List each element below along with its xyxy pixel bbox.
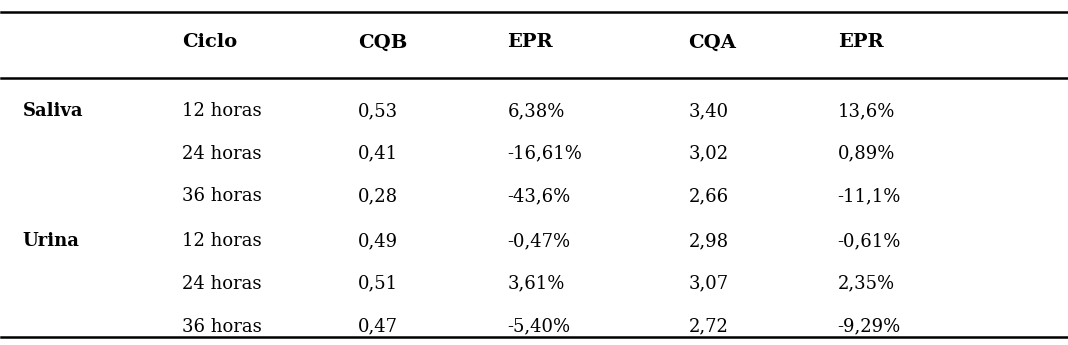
Text: EPR: EPR: [837, 33, 883, 51]
Text: -9,29%: -9,29%: [837, 317, 900, 335]
Text: -0,61%: -0,61%: [837, 232, 901, 250]
Text: -16,61%: -16,61%: [507, 145, 582, 163]
Text: 0,49: 0,49: [358, 232, 398, 250]
Text: 0,41: 0,41: [358, 145, 398, 163]
Text: 3,02: 3,02: [689, 145, 728, 163]
Text: 2,98: 2,98: [689, 232, 728, 250]
Text: 24 horas: 24 horas: [183, 145, 262, 163]
Text: 2,72: 2,72: [689, 317, 728, 335]
Text: CQA: CQA: [689, 33, 736, 51]
Text: 12 horas: 12 horas: [183, 232, 262, 250]
Text: 0,47: 0,47: [358, 317, 398, 335]
Text: -0,47%: -0,47%: [507, 232, 570, 250]
Text: 0,51: 0,51: [358, 275, 398, 293]
Text: EPR: EPR: [507, 33, 553, 51]
Text: 2,66: 2,66: [689, 187, 728, 206]
Text: 3,61%: 3,61%: [507, 275, 565, 293]
Text: 0,53: 0,53: [358, 102, 398, 120]
Text: 13,6%: 13,6%: [837, 102, 895, 120]
Text: -11,1%: -11,1%: [837, 187, 901, 206]
Text: 12 horas: 12 horas: [183, 102, 262, 120]
Text: CQB: CQB: [358, 33, 408, 51]
Text: 3,07: 3,07: [689, 275, 728, 293]
Text: Saliva: Saliva: [22, 102, 83, 120]
Text: 3,40: 3,40: [689, 102, 728, 120]
Text: 36 horas: 36 horas: [183, 187, 263, 206]
Text: Ciclo: Ciclo: [183, 33, 237, 51]
Text: -5,40%: -5,40%: [507, 317, 570, 335]
Text: 36 horas: 36 horas: [183, 317, 263, 335]
Text: 0,89%: 0,89%: [837, 145, 895, 163]
Text: 24 horas: 24 horas: [183, 275, 262, 293]
Text: 0,28: 0,28: [358, 187, 398, 206]
Text: -43,6%: -43,6%: [507, 187, 570, 206]
Text: Urina: Urina: [22, 232, 80, 250]
Text: 6,38%: 6,38%: [507, 102, 565, 120]
Text: 2,35%: 2,35%: [837, 275, 895, 293]
